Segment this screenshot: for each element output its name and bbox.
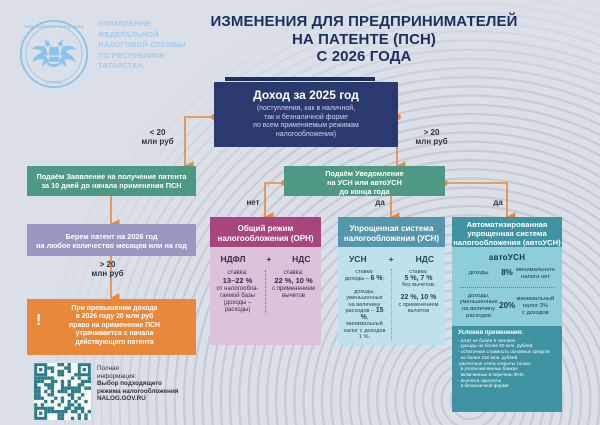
svg-text:СЛУЖБА: СЛУЖБА <box>45 81 63 85</box>
svg-text:ФЕДЕРАЛЬНАЯ НАЛОГОВАЯ: ФЕДЕРАЛЬНАЯ НАЛОГОВАЯ <box>24 25 83 29</box>
